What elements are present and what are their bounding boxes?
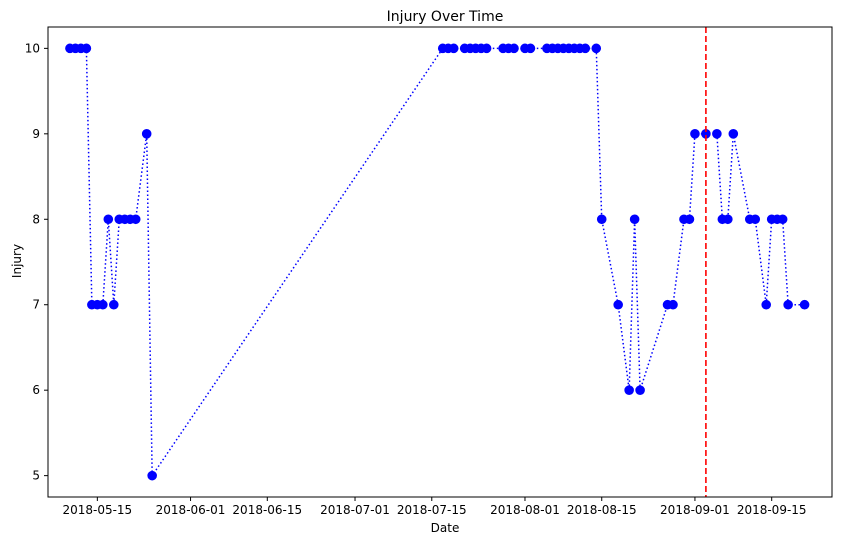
- data-point: [668, 299, 678, 310]
- y-tick-label: 6: [32, 383, 40, 397]
- data-point: [147, 470, 157, 481]
- x-tick-label: 2018-05-15: [62, 503, 132, 517]
- plot-area: 5 6 7 8 9 10 2018-05-15 2018-06-01 2018-06-15 201…: [25, 27, 810, 517]
- y-tick-label: 5: [32, 469, 40, 483]
- data-point: [81, 43, 92, 54]
- data-point: [596, 214, 607, 225]
- y-tick-label: 9: [32, 127, 40, 141]
- data-point: [799, 299, 810, 310]
- x-axis-label: Date: [431, 521, 460, 535]
- data-point: [712, 129, 722, 139]
- data-point: [777, 214, 788, 225]
- chart-title: Injury Over Time: [387, 9, 504, 25]
- x-tick-label: 2018-09-01: [660, 503, 730, 517]
- data-point: [580, 43, 591, 54]
- y-tick-label: 8: [32, 212, 40, 226]
- data-point: [108, 299, 119, 310]
- data-point: [509, 43, 519, 54]
- x-tick-label: 2018-06-01: [156, 503, 226, 517]
- data-point: [624, 385, 634, 395]
- data-point: [141, 129, 152, 139]
- data-point: [783, 299, 793, 310]
- data-point: [690, 129, 700, 139]
- data-point: [103, 214, 114, 225]
- data-point: [525, 43, 536, 54]
- x-tick-label: 2018-07-15: [397, 503, 467, 517]
- data-point: [723, 214, 733, 225]
- data-point: [448, 43, 459, 54]
- data-point: [629, 214, 640, 225]
- x-tick-label: 2018-06-15: [232, 503, 302, 517]
- plot-frame: [47, 26, 833, 498]
- data-point: [635, 385, 645, 395]
- y-tick-label: 10: [25, 41, 40, 55]
- data-point: [613, 299, 623, 310]
- x-tick-label: 2018-08-15: [567, 503, 637, 517]
- data-point: [130, 214, 141, 225]
- data-point: [481, 43, 492, 54]
- data-point: [591, 43, 602, 54]
- y-tick-label: 7: [32, 298, 40, 312]
- x-tick-label: 2018-07-01: [320, 503, 390, 517]
- y-axis-label: Injury: [10, 244, 24, 278]
- x-tick-label: 2018-09-15: [737, 503, 807, 517]
- series-line: [69, 47, 805, 479]
- data-point: [728, 129, 739, 139]
- data-point: [684, 214, 695, 225]
- data-point: [98, 299, 108, 310]
- data-point: [761, 299, 772, 310]
- data-point: [750, 214, 761, 225]
- x-tick-label: 2018-08-01: [490, 503, 560, 517]
